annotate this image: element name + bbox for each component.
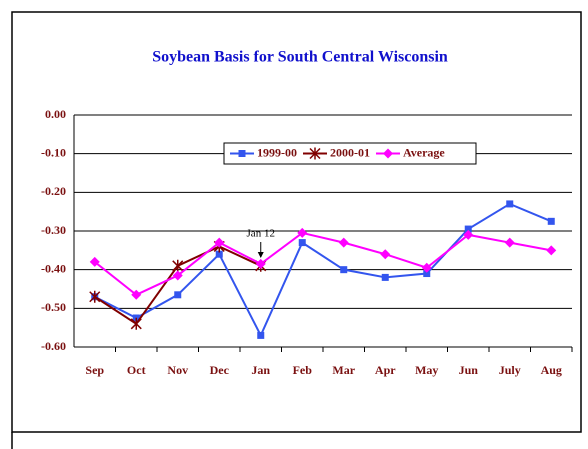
y-tick-label: -0.10 [41,145,66,159]
y-tick-label: -0.60 [41,339,66,353]
marker [464,225,472,233]
chart-frame [11,11,582,433]
x-tick-label: Feb [293,363,313,377]
marker [423,270,431,278]
marker [309,147,321,160]
x-tick-label: Apr [375,363,396,377]
legend-box [223,142,477,165]
marker [463,229,474,240]
y-tick-label: -0.20 [41,184,66,198]
marker [89,290,101,303]
marker [238,150,246,157]
marker [172,270,183,281]
legend-label: 2000-01 [330,145,370,159]
y-tick-label: -0.40 [41,261,66,275]
y-tick-label: -0.30 [41,223,66,237]
marker [174,291,182,299]
annotation-arrowhead [257,252,264,258]
legend-label: Average [403,145,445,159]
y-tick-label: 0.00 [45,107,66,121]
marker [257,331,265,339]
marker [215,250,223,258]
x-tick-label: May [415,363,438,377]
marker [380,249,391,260]
x-tick-label: Dec [210,363,230,377]
marker [381,273,389,281]
marker [130,317,142,330]
marker [340,266,348,274]
legend-label: 1999-00 [257,145,297,159]
x-tick-label: Mar [332,363,355,377]
marker [383,148,393,159]
marker [297,227,308,238]
series-line [94,231,552,296]
marker [298,239,306,247]
marker [214,237,225,248]
x-tick-label: Aug [541,363,562,377]
marker [504,237,515,248]
marker [338,237,349,248]
marker [506,200,514,208]
series-line [94,202,552,338]
annotation: Jan 12 [247,228,275,240]
marker [172,259,184,272]
marker [546,245,557,256]
legend: 1999-00 2000-01 Average [223,142,477,165]
x-tick-label: Nov [167,363,188,377]
x-tick-label: Jun [459,363,479,377]
y-tick-label: -0.50 [41,300,66,314]
x-tick-label: Oct [127,363,146,377]
marker [89,256,100,267]
marker [255,258,266,269]
marker [131,289,142,300]
chart-title: Soybean Basis for South Central Wisconsi… [152,49,448,66]
marker [547,217,555,225]
x-tick-label: Sep [85,363,104,377]
x-tick-label: Jan [251,363,270,377]
marker [421,262,432,273]
x-tick-label: July [499,363,521,377]
